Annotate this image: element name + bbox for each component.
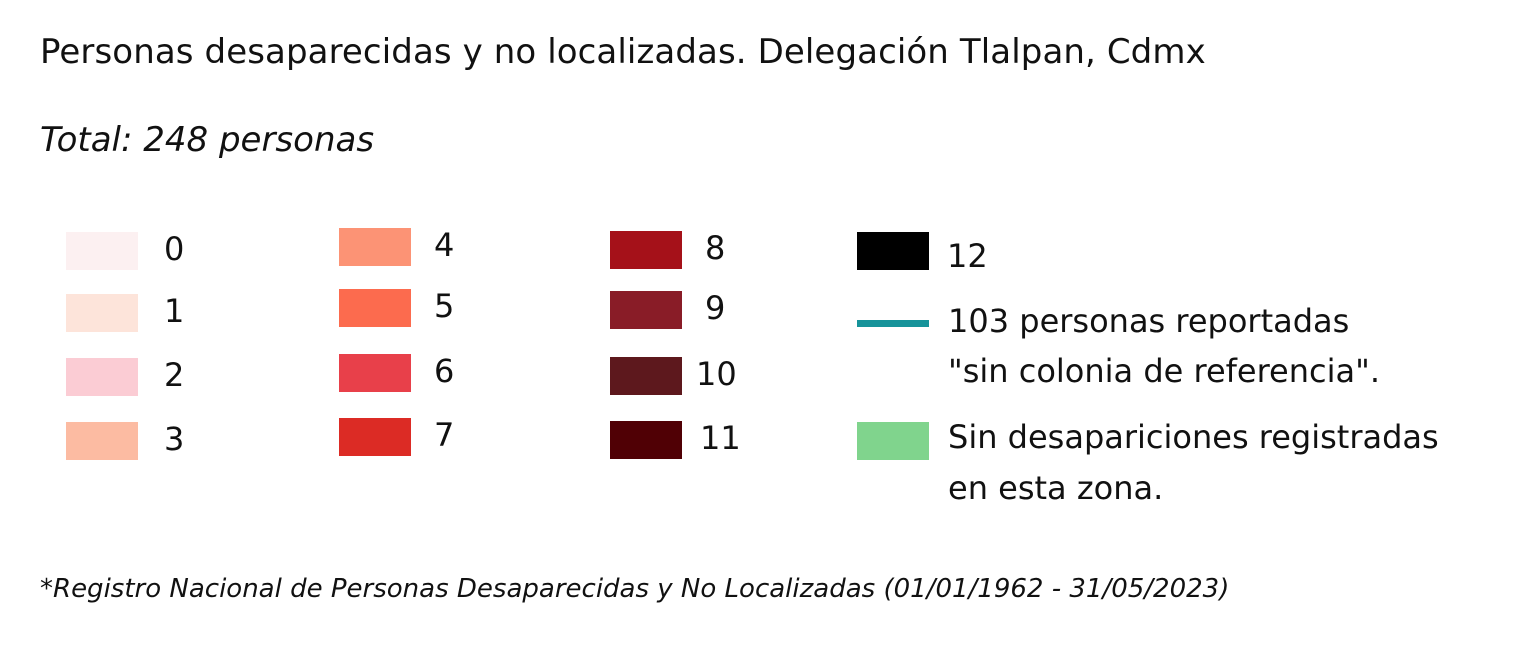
legend-swatch-2 [66, 358, 138, 396]
legend-label-6: 6 [434, 352, 455, 390]
legend-swatch-6 [339, 354, 411, 392]
legend-label-11: 11 [700, 419, 741, 457]
legend-swatch-8 [610, 231, 682, 269]
source-footnote: *Registro Nacional de Personas Desaparec… [40, 574, 1230, 604]
legend-swatch-4 [339, 228, 411, 266]
legend-label-3: 3 [164, 420, 185, 458]
legend-label-5: 5 [434, 287, 455, 325]
legend-no-records-line1: Sin desapariciones registradas [948, 418, 1439, 456]
legend-label-8: 8 [705, 229, 726, 267]
legend-label-4: 4 [434, 226, 455, 264]
legend-swatch-9 [610, 291, 682, 329]
legend-swatch-7 [339, 418, 411, 456]
legend-no-records-swatch [857, 422, 929, 460]
map-subtitle: Total: 248 personas [40, 120, 375, 160]
legend-swatch-5 [339, 289, 411, 327]
legend-no-records-line2: en esta zona. [948, 469, 1164, 507]
legend-label-7: 7 [434, 416, 455, 454]
legend-no-colonia-line1: 103 personas reportadas [948, 302, 1350, 340]
legend-swatch-3 [66, 422, 138, 460]
legend-label-12: 12 [947, 237, 988, 275]
legend-swatch-12 [857, 232, 929, 270]
legend-no-colonia-line [857, 320, 929, 327]
legend-swatch-0 [66, 232, 138, 270]
legend-label-2: 2 [164, 356, 185, 394]
legend-swatch-11 [610, 421, 682, 459]
legend-swatch-10 [610, 357, 682, 395]
legend-label-9: 9 [705, 289, 726, 327]
map-title: Personas desaparecidas y no localizadas.… [40, 32, 1206, 72]
legend-swatch-1 [66, 294, 138, 332]
legend-label-1: 1 [164, 292, 185, 330]
legend-no-colonia-line2: "sin colonia de referencia". [948, 352, 1380, 390]
legend-label-10: 10 [696, 355, 737, 393]
legend-label-0: 0 [164, 230, 185, 268]
